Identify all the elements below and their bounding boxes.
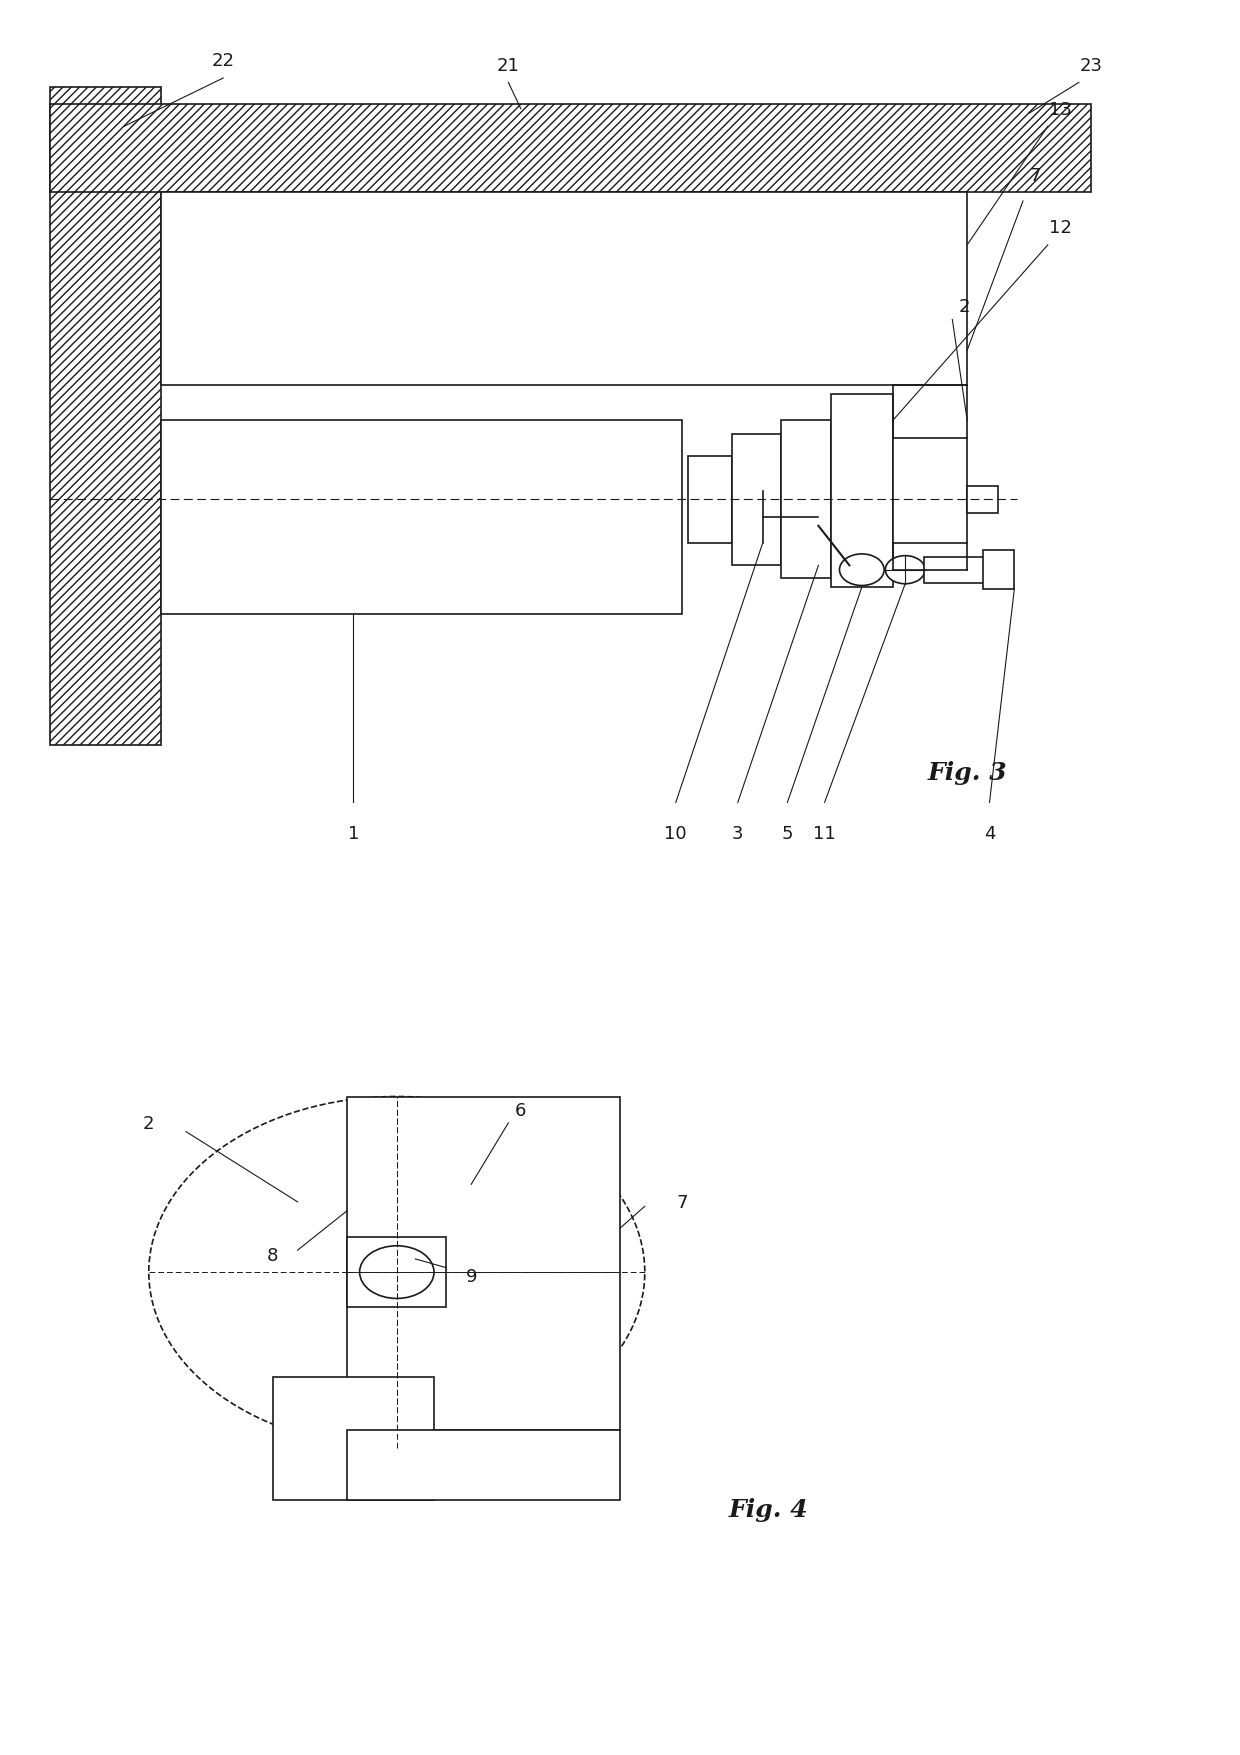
Text: 6: 6 (515, 1100, 527, 1120)
Circle shape (885, 556, 925, 584)
Bar (831, 395, 893, 588)
Bar (893, 439, 967, 544)
Bar (347, 1237, 446, 1307)
Text: 11: 11 (813, 825, 836, 842)
Text: 2: 2 (959, 298, 971, 316)
Text: 12: 12 (1049, 219, 1071, 237)
Text: 1: 1 (347, 825, 360, 842)
Bar (732, 433, 781, 565)
Bar (688, 456, 732, 544)
Text: 3: 3 (732, 825, 744, 842)
Text: Fig. 4: Fig. 4 (729, 1497, 808, 1522)
Text: 4: 4 (983, 825, 996, 842)
Text: 13: 13 (1049, 100, 1071, 119)
Text: Fig. 3: Fig. 3 (928, 760, 1007, 784)
Text: 8: 8 (267, 1246, 279, 1264)
Bar (50, 88, 161, 746)
Circle shape (839, 555, 884, 586)
Bar (161, 421, 682, 614)
Bar (273, 1378, 434, 1501)
Text: 5: 5 (781, 825, 794, 842)
Bar (347, 1097, 620, 1430)
Text: 7: 7 (1029, 167, 1042, 184)
Bar (50, 105, 1091, 193)
Text: 10: 10 (665, 825, 687, 842)
Bar (924, 558, 986, 583)
Text: 22: 22 (212, 53, 234, 70)
Text: 9: 9 (465, 1267, 477, 1286)
Bar (347, 1430, 620, 1501)
Bar (50, 105, 1091, 193)
Bar (781, 421, 831, 579)
Text: 21: 21 (497, 56, 520, 75)
Circle shape (360, 1246, 434, 1299)
Bar (967, 486, 998, 512)
Text: 23: 23 (1080, 56, 1102, 75)
Circle shape (149, 1097, 645, 1448)
Bar (983, 551, 1014, 590)
Text: 7: 7 (676, 1193, 688, 1211)
Bar (161, 193, 967, 386)
Text: 2: 2 (143, 1114, 155, 1132)
Bar (50, 88, 161, 746)
